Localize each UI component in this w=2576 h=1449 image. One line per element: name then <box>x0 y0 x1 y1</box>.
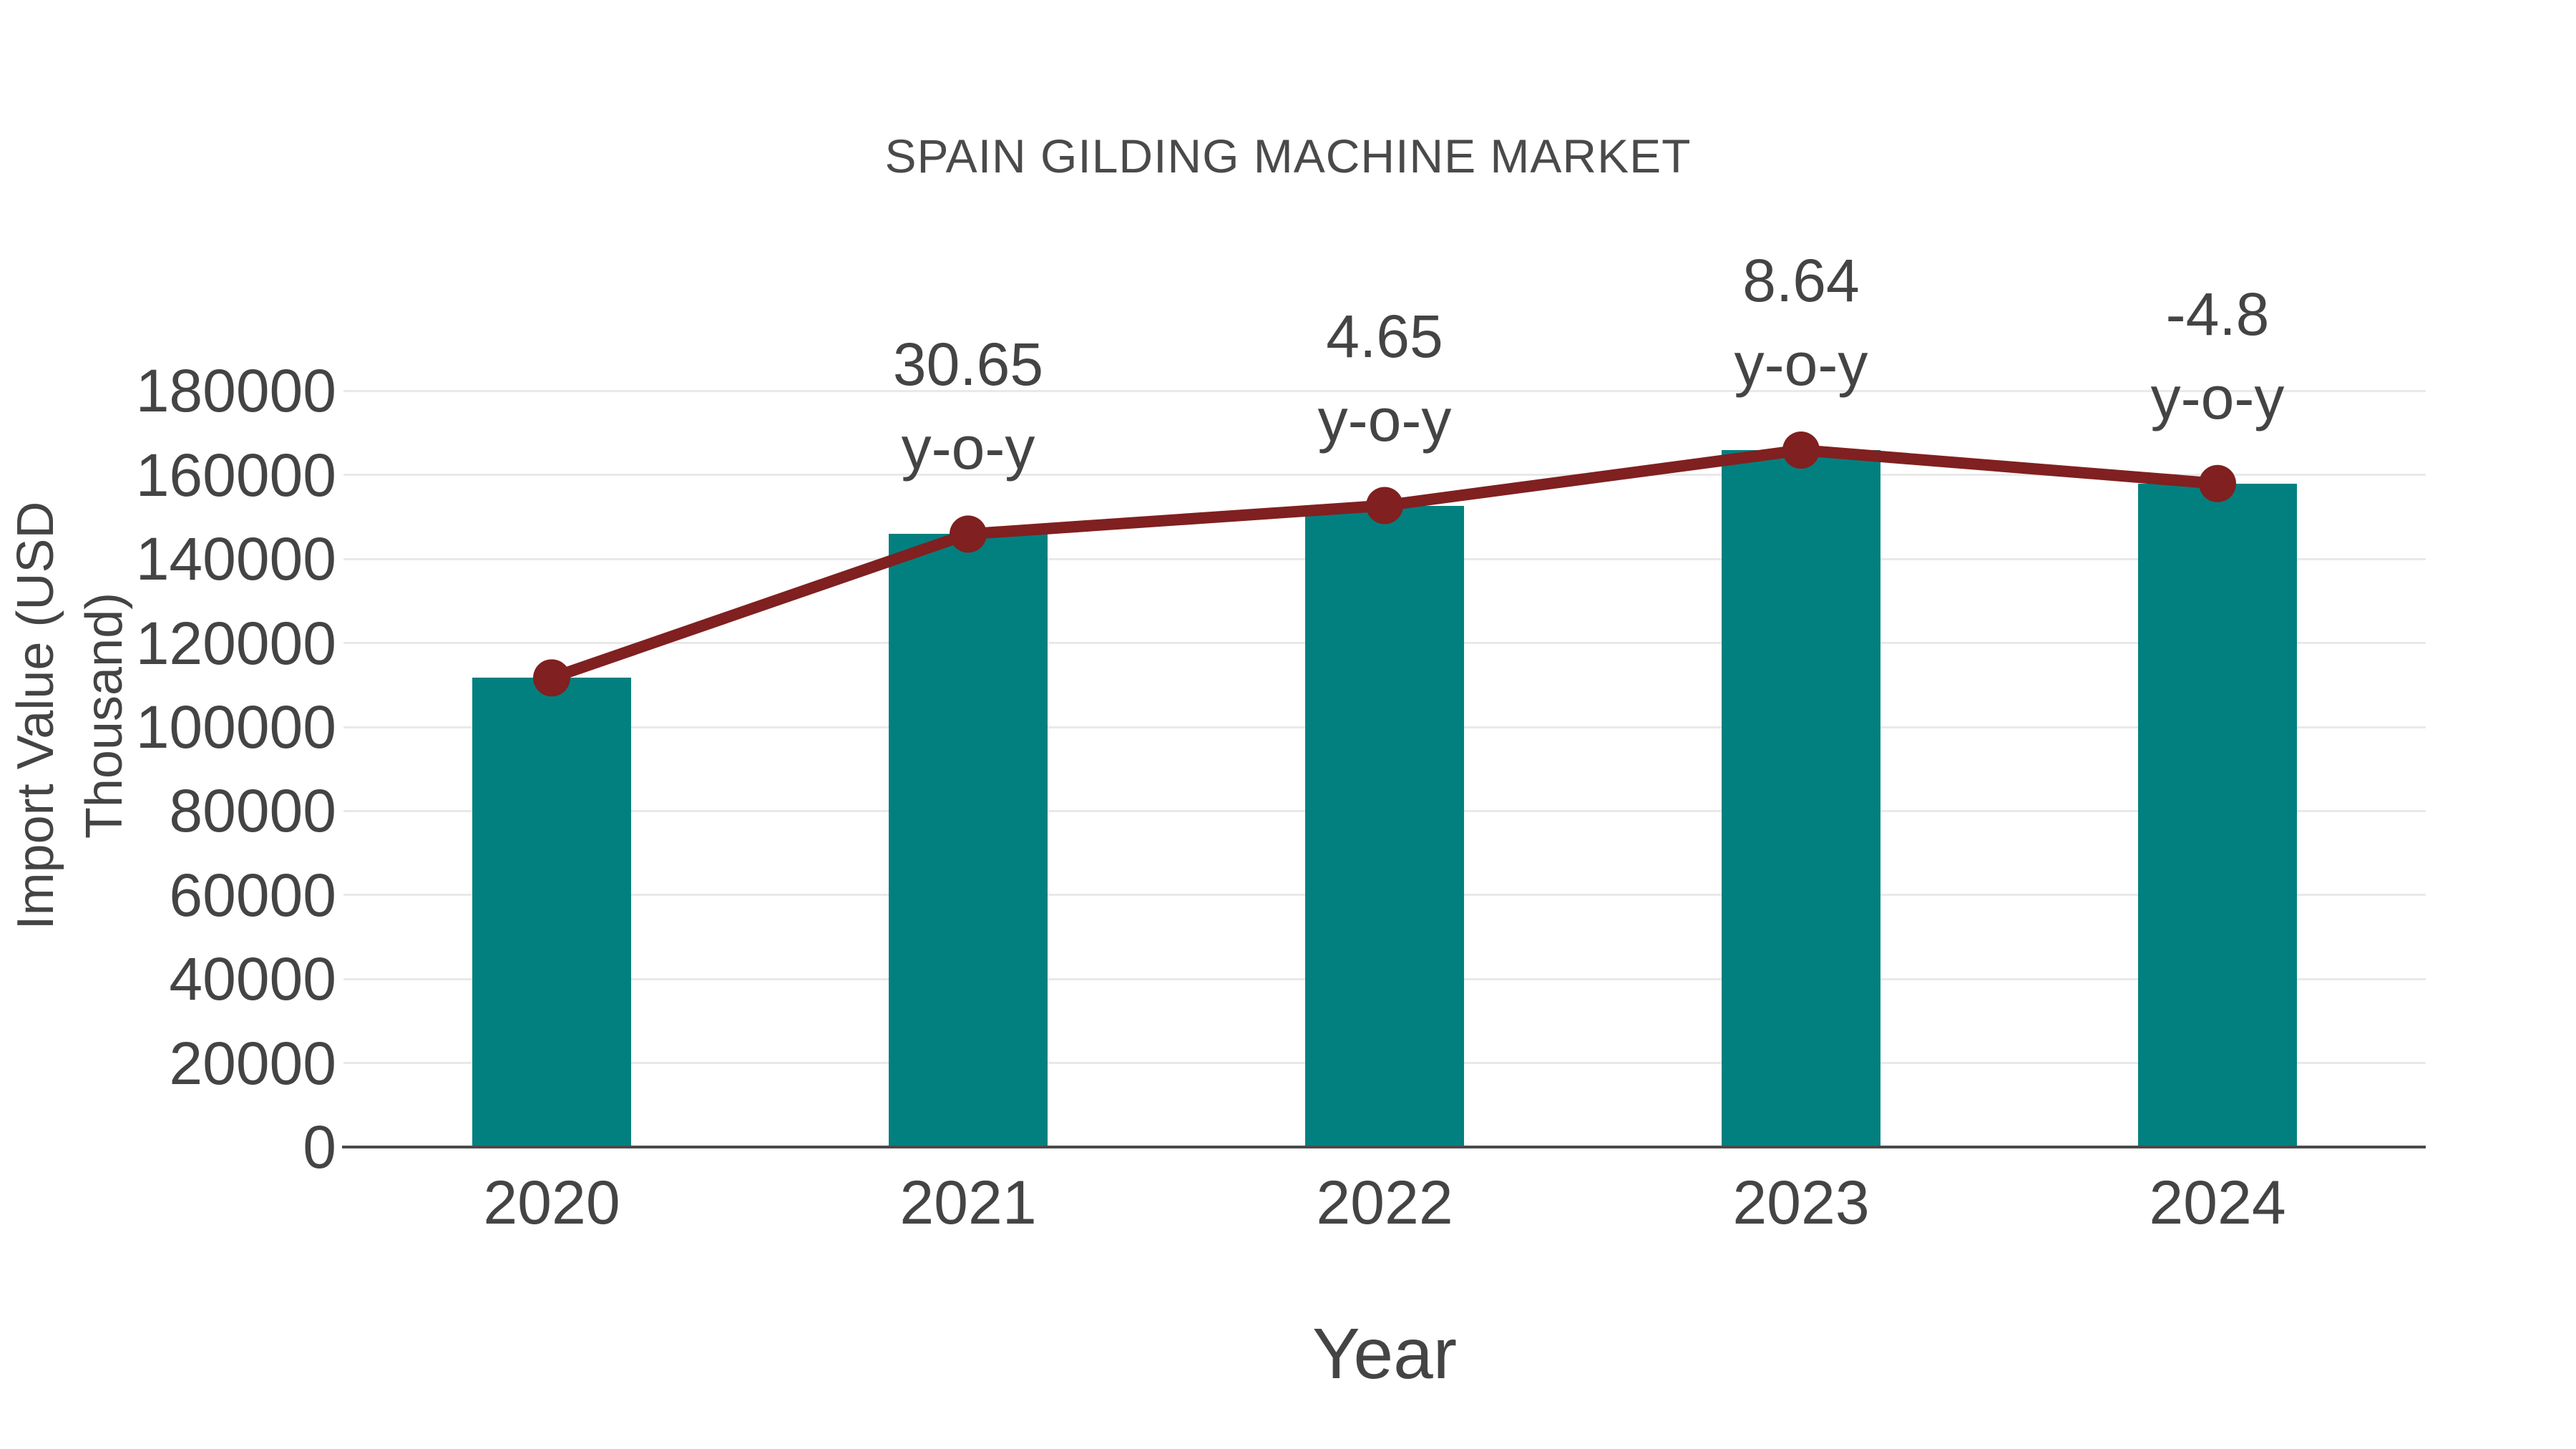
y-gridline <box>343 474 2426 477</box>
y-tick-label: 0 <box>303 1113 336 1181</box>
annotation-value: 4.65 <box>1326 302 1443 370</box>
annotation-2021: 30.65 y-o-y <box>718 323 1219 490</box>
x-tick-label: 2023 <box>1732 1169 1870 1237</box>
bar-2023 <box>1722 450 1880 1147</box>
trend-marker-2022 <box>1366 487 1403 525</box>
trend-marker-2021 <box>950 515 987 553</box>
annotation-value: 8.64 <box>1742 247 1860 315</box>
bar-2022 <box>1305 505 1464 1147</box>
x-axis-line <box>342 1146 2426 1148</box>
trend-marker-2023 <box>1782 431 1820 469</box>
y-tick-label: 120000 <box>135 609 336 677</box>
trend-marker-2024 <box>2199 464 2236 502</box>
bar-2020 <box>472 678 631 1147</box>
x-tick-label: 2020 <box>483 1169 620 1237</box>
annotation-value: 30.65 <box>892 331 1044 399</box>
x-axis-title: Year <box>1312 1314 1458 1394</box>
chart-title: SPAIN GILDING MACHINE MARKET <box>884 130 1692 182</box>
y-gridline <box>343 389 2426 392</box>
y-tick-label: 60000 <box>169 861 336 929</box>
y-tick-label: 20000 <box>169 1029 336 1097</box>
y-tick-label: 160000 <box>135 441 336 509</box>
annotation-value: -4.8 <box>2165 280 2270 348</box>
y-tick-label: 80000 <box>169 777 336 845</box>
y-tick-label: 140000 <box>135 525 336 593</box>
y-tick-label: 40000 <box>169 945 336 1013</box>
annotation-2024: -4.8 y-o-y <box>1967 273 2468 440</box>
y-tick-label: 180000 <box>135 357 336 425</box>
x-tick-label: 2021 <box>899 1169 1037 1237</box>
x-tick-label: 2022 <box>1316 1169 1453 1237</box>
annotation-label: y-o-y <box>901 414 1035 482</box>
bar-2024 <box>2138 483 2297 1147</box>
annotation-label: y-o-y <box>2150 364 2285 431</box>
annotation-2022: 4.65 y-o-y <box>1134 295 1635 462</box>
annotation-2023: 8.64 y-o-y <box>1551 239 2051 406</box>
annotation-label: y-o-y <box>1734 331 1868 399</box>
x-tick-label: 2024 <box>2149 1169 2286 1237</box>
bar-2021 <box>889 534 1048 1147</box>
y-tick-label: 100000 <box>135 693 336 761</box>
trend-marker-2020 <box>533 659 570 697</box>
annotation-label: y-o-y <box>1317 386 1452 454</box>
